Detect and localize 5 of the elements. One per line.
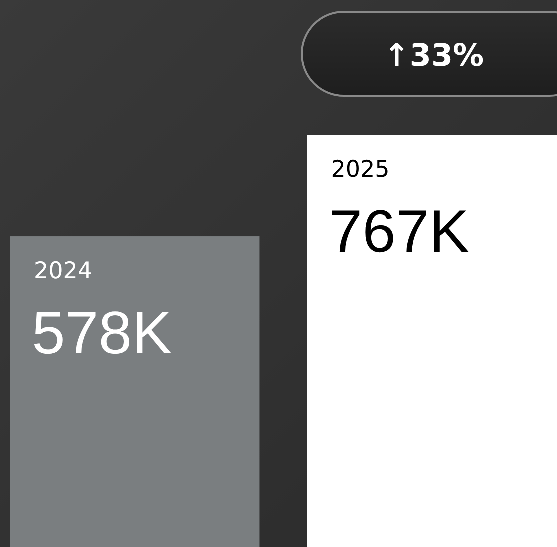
text: ↑33%: [384, 38, 484, 74]
x-tick-label: 2025: [331, 157, 390, 183]
data-label: 578K: [32, 300, 172, 367]
x-tick-label: 2024: [34, 258, 93, 285]
data-label: 767K: [329, 198, 470, 265]
